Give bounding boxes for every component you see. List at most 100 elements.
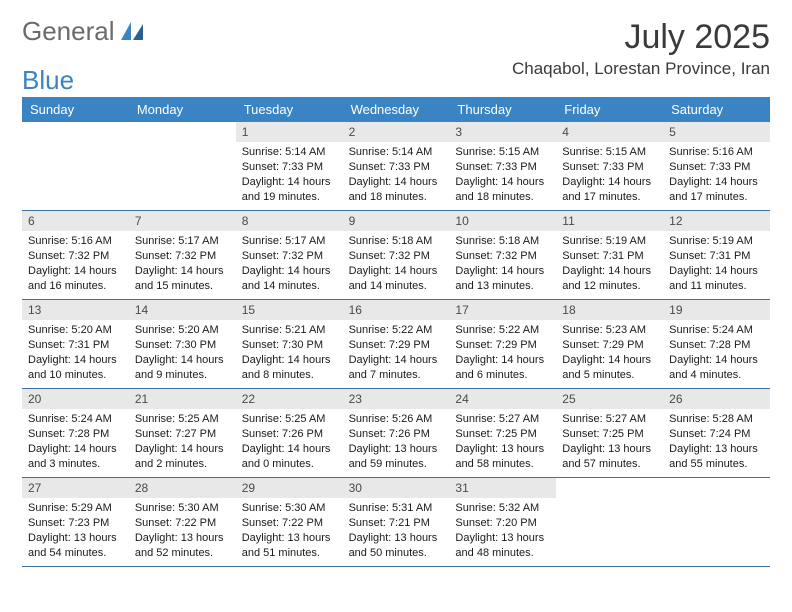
sunset-line: Sunset: 7:23 PM — [28, 516, 123, 531]
day-body: Sunrise: 5:25 AMSunset: 7:27 PMDaylight:… — [129, 409, 236, 475]
sunset-line: Sunset: 7:29 PM — [455, 338, 550, 353]
day-body: Sunrise: 5:17 AMSunset: 7:32 PMDaylight:… — [129, 231, 236, 297]
day-body: Sunrise: 5:14 AMSunset: 7:33 PMDaylight:… — [236, 142, 343, 208]
empty-day — [663, 478, 770, 498]
day-cell: 29Sunrise: 5:30 AMSunset: 7:22 PMDayligh… — [236, 478, 343, 566]
day-cell: 15Sunrise: 5:21 AMSunset: 7:30 PMDayligh… — [236, 300, 343, 388]
sunrise-line: Sunrise: 5:27 AM — [562, 412, 657, 427]
day-cell: 17Sunrise: 5:22 AMSunset: 7:29 PMDayligh… — [449, 300, 556, 388]
sunset-line: Sunset: 7:31 PM — [28, 338, 123, 353]
sunset-line: Sunset: 7:32 PM — [455, 249, 550, 264]
weeks-container: 1Sunrise: 5:14 AMSunset: 7:33 PMDaylight… — [22, 122, 770, 567]
daylight-line: Daylight: 13 hours and 58 minutes. — [455, 442, 550, 472]
week-row: 1Sunrise: 5:14 AMSunset: 7:33 PMDaylight… — [22, 122, 770, 211]
day-body: Sunrise: 5:19 AMSunset: 7:31 PMDaylight:… — [556, 231, 663, 297]
daylight-line: Daylight: 14 hours and 15 minutes. — [135, 264, 230, 294]
sunrise-line: Sunrise: 5:17 AM — [242, 234, 337, 249]
day-number: 8 — [236, 211, 343, 231]
day-cell: 10Sunrise: 5:18 AMSunset: 7:32 PMDayligh… — [449, 211, 556, 299]
daylight-line: Daylight: 13 hours and 51 minutes. — [242, 531, 337, 561]
sunrise-line: Sunrise: 5:24 AM — [28, 412, 123, 427]
day-number: 24 — [449, 389, 556, 409]
day-body: Sunrise: 5:15 AMSunset: 7:33 PMDaylight:… — [556, 142, 663, 208]
day-number: 13 — [22, 300, 129, 320]
logo: General — [22, 18, 145, 44]
day-cell: 28Sunrise: 5:30 AMSunset: 7:22 PMDayligh… — [129, 478, 236, 566]
sunrise-line: Sunrise: 5:16 AM — [669, 145, 764, 160]
day-body: Sunrise: 5:16 AMSunset: 7:33 PMDaylight:… — [663, 142, 770, 208]
day-cell: 2Sunrise: 5:14 AMSunset: 7:33 PMDaylight… — [343, 122, 450, 210]
day-number: 9 — [343, 211, 450, 231]
sunset-line: Sunset: 7:27 PM — [135, 427, 230, 442]
daylight-line: Daylight: 14 hours and 0 minutes. — [242, 442, 337, 472]
day-number: 17 — [449, 300, 556, 320]
daylight-line: Daylight: 13 hours and 59 minutes. — [349, 442, 444, 472]
sunset-line: Sunset: 7:33 PM — [455, 160, 550, 175]
day-body: Sunrise: 5:25 AMSunset: 7:26 PMDaylight:… — [236, 409, 343, 475]
day-number: 19 — [663, 300, 770, 320]
daylight-line: Daylight: 14 hours and 16 minutes. — [28, 264, 123, 294]
sunrise-line: Sunrise: 5:19 AM — [669, 234, 764, 249]
day-cell: 25Sunrise: 5:27 AMSunset: 7:25 PMDayligh… — [556, 389, 663, 477]
day-cell: 24Sunrise: 5:27 AMSunset: 7:25 PMDayligh… — [449, 389, 556, 477]
sunrise-line: Sunrise: 5:29 AM — [28, 501, 123, 516]
weekday-cell: Monday — [129, 97, 236, 122]
sunset-line: Sunset: 7:31 PM — [562, 249, 657, 264]
day-cell — [663, 478, 770, 566]
sunset-line: Sunset: 7:32 PM — [242, 249, 337, 264]
day-cell: 8Sunrise: 5:17 AMSunset: 7:32 PMDaylight… — [236, 211, 343, 299]
day-body: Sunrise: 5:31 AMSunset: 7:21 PMDaylight:… — [343, 498, 450, 564]
day-number: 30 — [343, 478, 450, 498]
week-row: 20Sunrise: 5:24 AMSunset: 7:28 PMDayligh… — [22, 389, 770, 478]
weekday-cell: Friday — [556, 97, 663, 122]
logo-word2: Blue — [22, 67, 770, 93]
sunrise-line: Sunrise: 5:17 AM — [135, 234, 230, 249]
day-body: Sunrise: 5:24 AMSunset: 7:28 PMDaylight:… — [22, 409, 129, 475]
day-number: 5 — [663, 122, 770, 142]
sunrise-line: Sunrise: 5:14 AM — [242, 145, 337, 160]
daylight-line: Daylight: 14 hours and 4 minutes. — [669, 353, 764, 383]
sunset-line: Sunset: 7:33 PM — [562, 160, 657, 175]
sunrise-line: Sunrise: 5:15 AM — [455, 145, 550, 160]
day-number: 18 — [556, 300, 663, 320]
daylight-line: Daylight: 14 hours and 18 minutes. — [349, 175, 444, 205]
day-cell: 5Sunrise: 5:16 AMSunset: 7:33 PMDaylight… — [663, 122, 770, 210]
sunrise-line: Sunrise: 5:15 AM — [562, 145, 657, 160]
sunset-line: Sunset: 7:20 PM — [455, 516, 550, 531]
day-number: 6 — [22, 211, 129, 231]
day-body: Sunrise: 5:24 AMSunset: 7:28 PMDaylight:… — [663, 320, 770, 386]
day-body: Sunrise: 5:20 AMSunset: 7:30 PMDaylight:… — [129, 320, 236, 386]
day-number: 11 — [556, 211, 663, 231]
day-cell: 4Sunrise: 5:15 AMSunset: 7:33 PMDaylight… — [556, 122, 663, 210]
day-cell: 1Sunrise: 5:14 AMSunset: 7:33 PMDaylight… — [236, 122, 343, 210]
day-body: Sunrise: 5:30 AMSunset: 7:22 PMDaylight:… — [129, 498, 236, 564]
day-number: 12 — [663, 211, 770, 231]
sunrise-line: Sunrise: 5:25 AM — [135, 412, 230, 427]
day-body: Sunrise: 5:32 AMSunset: 7:20 PMDaylight:… — [449, 498, 556, 564]
sunrise-line: Sunrise: 5:20 AM — [28, 323, 123, 338]
sunset-line: Sunset: 7:22 PM — [242, 516, 337, 531]
logo-sail-icon — [119, 20, 145, 42]
day-cell: 31Sunrise: 5:32 AMSunset: 7:20 PMDayligh… — [449, 478, 556, 566]
day-body: Sunrise: 5:28 AMSunset: 7:24 PMDaylight:… — [663, 409, 770, 475]
day-number: 4 — [556, 122, 663, 142]
sunrise-line: Sunrise: 5:18 AM — [455, 234, 550, 249]
daylight-line: Daylight: 14 hours and 14 minutes. — [349, 264, 444, 294]
day-cell: 14Sunrise: 5:20 AMSunset: 7:30 PMDayligh… — [129, 300, 236, 388]
empty-day — [556, 478, 663, 498]
sunset-line: Sunset: 7:33 PM — [242, 160, 337, 175]
daylight-line: Daylight: 14 hours and 11 minutes. — [669, 264, 764, 294]
daylight-line: Daylight: 13 hours and 57 minutes. — [562, 442, 657, 472]
month-title: July 2025 — [512, 18, 770, 57]
day-cell: 7Sunrise: 5:17 AMSunset: 7:32 PMDaylight… — [129, 211, 236, 299]
day-number: 3 — [449, 122, 556, 142]
day-body: Sunrise: 5:20 AMSunset: 7:31 PMDaylight:… — [22, 320, 129, 386]
sunset-line: Sunset: 7:24 PM — [669, 427, 764, 442]
day-cell: 19Sunrise: 5:24 AMSunset: 7:28 PMDayligh… — [663, 300, 770, 388]
daylight-line: Daylight: 14 hours and 17 minutes. — [562, 175, 657, 205]
daylight-line: Daylight: 13 hours and 50 minutes. — [349, 531, 444, 561]
daylight-line: Daylight: 13 hours and 54 minutes. — [28, 531, 123, 561]
sunrise-line: Sunrise: 5:21 AM — [242, 323, 337, 338]
day-number: 31 — [449, 478, 556, 498]
daylight-line: Daylight: 13 hours and 48 minutes. — [455, 531, 550, 561]
